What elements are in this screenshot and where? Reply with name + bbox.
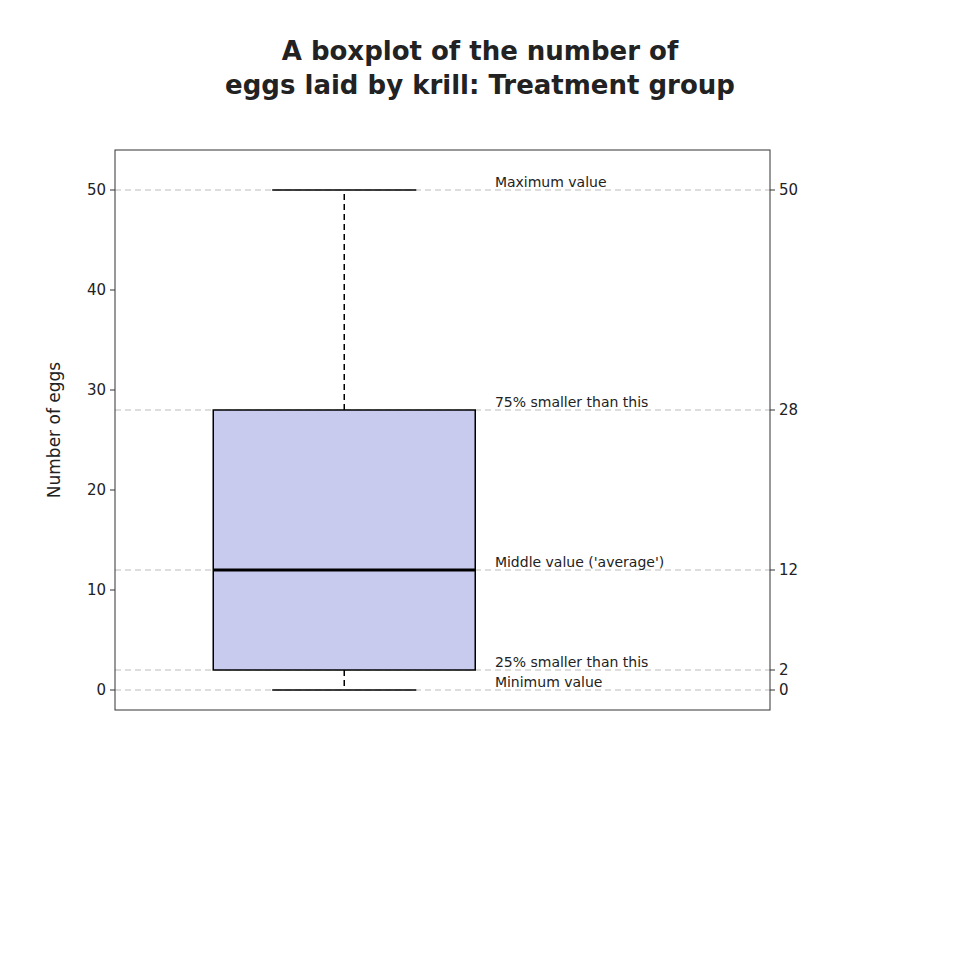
lower-whisker: [344, 670, 346, 690]
y2-tick-label: 28: [779, 401, 798, 419]
y-tick: [110, 190, 115, 191]
reference-line: [115, 689, 770, 690]
y2-tick: [770, 670, 775, 671]
y-tick: [110, 290, 115, 291]
y-tick: [110, 690, 115, 691]
y2-tick-label: 2: [779, 661, 789, 679]
median-line: [213, 569, 475, 572]
y2-tick: [770, 690, 775, 691]
title-line: eggs laid by krill: Treatment group: [225, 70, 735, 100]
title: A boxplot of the number of eggs laid by k…: [225, 36, 735, 100]
upper-whisker: [344, 190, 346, 410]
y2-tick: [770, 410, 775, 411]
y-tick-label: 30: [87, 381, 106, 399]
plot-marks: [115, 190, 770, 690]
reference-line: [115, 189, 770, 190]
box: [213, 410, 475, 670]
plot-frame: [115, 150, 770, 710]
y-tick-label: 20: [87, 481, 106, 499]
chart: A boxplot of the number of eggs laid by k…: [0, 0, 960, 960]
annotation: Middle value ('average'): [495, 554, 664, 570]
annotation: 75% smaller than this: [495, 394, 649, 410]
y2-tick-label: 50: [779, 181, 798, 199]
y-tick: [110, 590, 115, 591]
y-tick-label: 10: [87, 581, 106, 599]
annotation: Maximum value: [495, 174, 607, 190]
y-tick: [110, 390, 115, 391]
y2-tick-label: 12: [779, 561, 798, 579]
y-axis-label: Number of eggs: [44, 362, 64, 499]
title-line: A boxplot of the number of: [282, 36, 679, 66]
upper-cap: [272, 189, 416, 191]
y-tick-label: 0: [96, 681, 106, 699]
y2-tick: [770, 570, 775, 571]
y-tick-label: 50: [87, 181, 106, 199]
y-tick-label: 40: [87, 281, 106, 299]
annotation: Minimum value: [495, 674, 603, 690]
reference-line: [115, 569, 770, 570]
y-tick: [110, 490, 115, 491]
y2-tick-label: 0: [779, 681, 789, 699]
y2-tick: [770, 190, 775, 191]
lower-cap: [272, 689, 416, 691]
annotation: 25% smaller than this: [495, 654, 649, 670]
